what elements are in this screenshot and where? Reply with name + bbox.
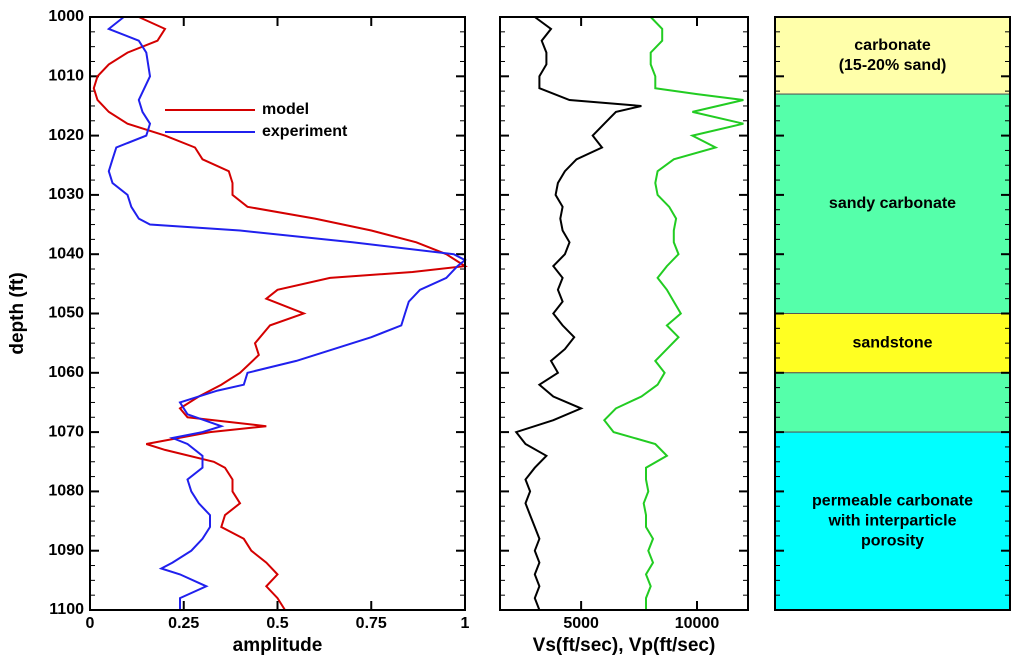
y-tick-label: 1010 <box>48 68 84 85</box>
x-tick-label: 0 <box>86 615 95 632</box>
layer-label: permeable carbonate <box>812 492 973 509</box>
series-line <box>92 16 468 611</box>
x-tick-label: 5000 <box>563 615 599 632</box>
plot-frame <box>774 16 1011 611</box>
series-line <box>602 16 744 610</box>
y-tick-label: 1020 <box>48 127 84 144</box>
y-tick-label: 1090 <box>48 542 84 559</box>
layer <box>774 313 1011 374</box>
y-tick-label: 1100 <box>49 601 84 618</box>
layer-label: with interparticle <box>827 512 956 529</box>
plot-frame <box>89 16 466 611</box>
x-tick-label: 1 <box>461 615 470 632</box>
layer-label: carbonate <box>854 37 931 54</box>
x-tick-label: 0.75 <box>356 615 387 632</box>
x-tick-label: 0.25 <box>168 615 199 632</box>
layer-label: (15-20% sand) <box>839 57 947 74</box>
y-tick-label: 1000 <box>48 8 84 25</box>
plot-frame <box>499 16 749 611</box>
layer-label: sandy carbonate <box>829 195 956 212</box>
y-tick-label: 1050 <box>48 305 84 322</box>
x-axis-title: Vs(ft/sec), Vp(ft/sec) <box>533 635 716 656</box>
x-tick-label: 10000 <box>675 615 720 632</box>
layer-label: sandstone <box>852 334 932 351</box>
y-tick-label: 1060 <box>48 364 84 381</box>
legend-label: model <box>262 101 309 118</box>
series-line <box>514 16 642 611</box>
x-tick-label: 0.5 <box>266 615 288 632</box>
legend-label: experiment <box>262 123 348 140</box>
y-axis-title: depth (ft) <box>7 272 28 354</box>
x-axis-title: amplitude <box>233 635 323 656</box>
layer <box>774 372 1011 433</box>
layer-label: porosity <box>861 532 924 549</box>
y-tick-label: 1030 <box>48 186 84 203</box>
series-line <box>106 16 467 610</box>
y-tick-label: 1040 <box>48 245 84 262</box>
y-tick-label: 1080 <box>48 483 84 500</box>
y-tick-label: 1070 <box>48 423 84 440</box>
layer <box>774 431 1011 611</box>
layer <box>774 16 1011 95</box>
